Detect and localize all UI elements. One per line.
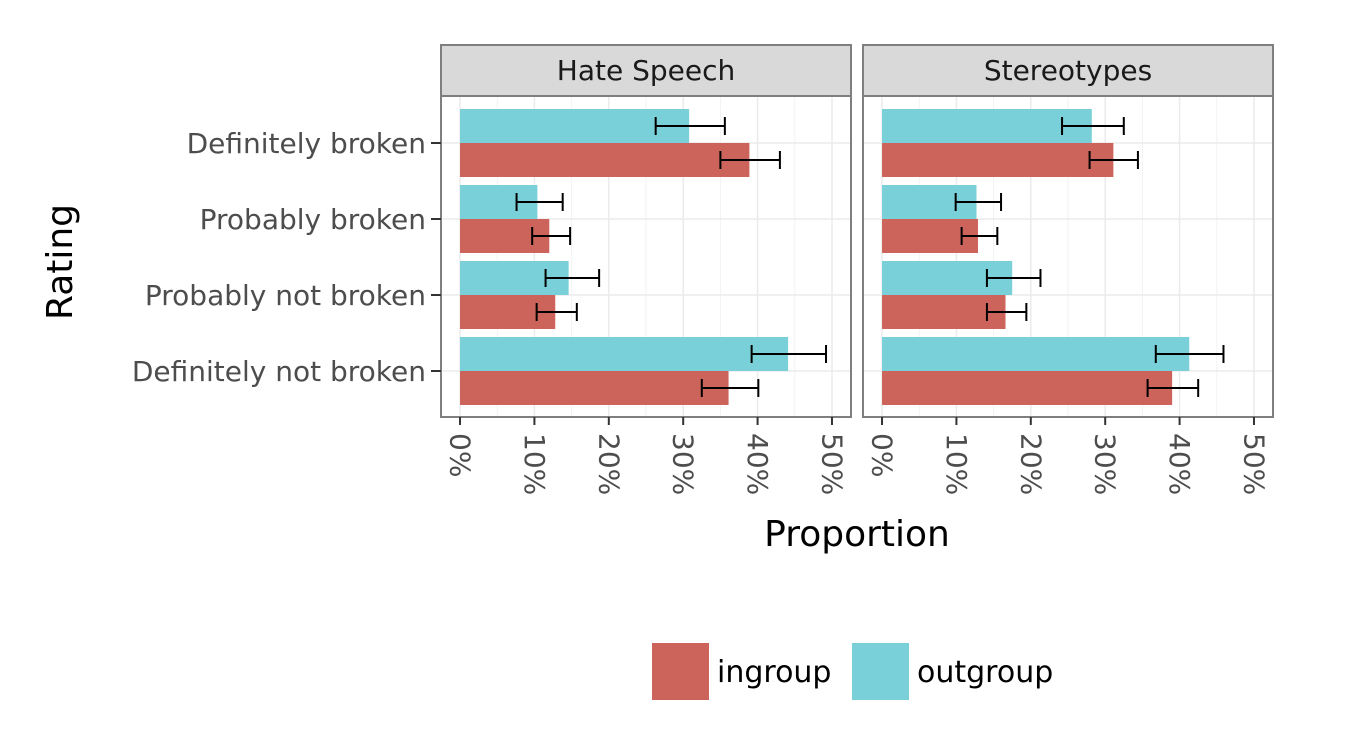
error-bar xyxy=(1088,151,1139,169)
legend-label: outgroup xyxy=(917,655,1053,690)
error-bar xyxy=(954,193,1003,211)
legend-item-outgroup: outgroup xyxy=(852,643,1053,700)
bar-outgroup xyxy=(882,109,1092,143)
facet-strip-label: Hate Speech xyxy=(557,54,735,87)
y-axis-title: Rating xyxy=(40,204,81,320)
error-bar xyxy=(700,379,760,397)
error-bar xyxy=(1154,345,1225,363)
error-bar xyxy=(1146,379,1200,397)
y-axis: Definitely broken Probably broken Probably… xyxy=(132,127,441,388)
x-tick-label: 50% xyxy=(815,433,848,495)
legend-swatch xyxy=(852,643,909,700)
error-bar xyxy=(985,303,1028,321)
panel-border xyxy=(862,95,1274,418)
legend: ingroup outgroup xyxy=(652,643,1053,700)
facet-strip xyxy=(862,44,1274,97)
error-bar xyxy=(544,269,601,287)
error-bar xyxy=(960,227,999,245)
facet-strip xyxy=(440,44,852,97)
x-axis-title: Proportion xyxy=(764,514,950,555)
x-tick-label: 20% xyxy=(1014,433,1047,495)
bar-ingroup xyxy=(882,371,1173,405)
error-bar xyxy=(515,193,564,211)
x-tick-label: 30% xyxy=(667,433,700,495)
x-tick-label: 40% xyxy=(1163,433,1196,495)
facet-strip-label: Stereotypes xyxy=(984,54,1152,87)
x-tick-label: 30% xyxy=(1089,433,1122,495)
error-bar xyxy=(1061,117,1125,135)
bar-outgroup xyxy=(882,337,1190,371)
x-tick-label: 20% xyxy=(592,433,625,495)
y-tick-label: Definitely broken xyxy=(187,127,426,160)
facet-panels: Hate Speech 0% 10% 20% 30% 40% 50% Stereotypes 0… xyxy=(440,44,1274,495)
bar-ingroup xyxy=(460,143,750,177)
bar-outgroup xyxy=(460,337,789,371)
error-bar xyxy=(750,345,828,363)
bar-outgroup xyxy=(460,109,690,143)
facet-panel: Hate Speech 0% 10% 20% 30% 40% 50% xyxy=(440,44,852,495)
bar-ingroup xyxy=(460,371,729,405)
x-tick-label: 0% xyxy=(444,433,477,477)
y-tick-label: Probably not broken xyxy=(145,279,426,312)
error-bar xyxy=(654,117,726,135)
error-bar xyxy=(531,227,572,245)
x-tick-label: 0% xyxy=(866,433,899,477)
legend-swatch xyxy=(652,643,709,700)
x-tick-label: 40% xyxy=(741,433,774,495)
y-tick-label: Definitely not broken xyxy=(132,355,426,388)
x-tick-label: 10% xyxy=(518,433,551,495)
error-bar xyxy=(535,303,578,321)
legend-item-ingroup: ingroup xyxy=(652,643,831,700)
bar-ingroup xyxy=(882,143,1114,177)
legend-label: ingroup xyxy=(717,655,831,690)
x-tick-label: 50% xyxy=(1237,433,1270,495)
panel-border xyxy=(440,95,852,418)
x-tick-label: 10% xyxy=(940,433,973,495)
error-bar xyxy=(719,151,781,169)
bar-ingroup xyxy=(882,295,1006,329)
error-bar xyxy=(985,269,1042,287)
facet-panel: Stereotypes 0% 10% 20% 30% 40% 50% xyxy=(862,44,1274,495)
y-tick-label: Probably broken xyxy=(200,203,426,236)
